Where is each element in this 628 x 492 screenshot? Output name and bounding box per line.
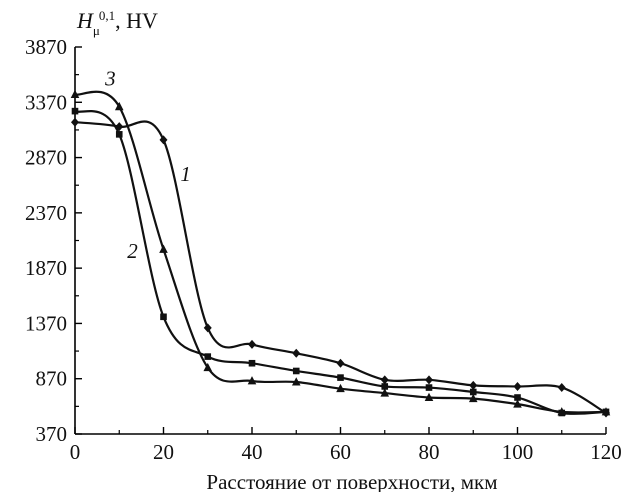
- series-3-point: [114, 101, 124, 111]
- y-axis-subscript: μ: [93, 23, 100, 38]
- series-2-point: [337, 374, 344, 381]
- series-2-point: [160, 313, 167, 321]
- series-1-point: [203, 323, 212, 333]
- series-3-point: [380, 388, 390, 397]
- series-3-line: [74, 90, 607, 414]
- x-tick-label: 40: [242, 440, 263, 464]
- series-3-point: [513, 399, 522, 408]
- y-tick-label: 370: [36, 422, 68, 446]
- x-tick-label: 120: [590, 440, 622, 464]
- y-tick-label: 870: [36, 367, 68, 391]
- y-tick-label: 3370: [25, 90, 67, 114]
- series-2-point: [469, 388, 477, 396]
- series-2-point: [115, 131, 123, 138]
- curve-label: 1: [180, 162, 191, 186]
- y-tick-label: 1870: [25, 256, 67, 280]
- series-1-point: [557, 383, 566, 393]
- y-tick-label: 3870: [25, 35, 67, 59]
- series-3-point: [70, 89, 80, 99]
- y-axis-symbol: H: [76, 8, 94, 33]
- series-1-point: [380, 375, 389, 385]
- x-tick-label: 20: [153, 440, 174, 464]
- series-2-point: [381, 383, 389, 390]
- series-3-point: [159, 244, 168, 253]
- x-axis-title: Расстояние от поверхности, мкм: [206, 470, 497, 492]
- series-1-point: [115, 122, 124, 132]
- y-tick-label: 2870: [25, 146, 67, 170]
- curve-label: 2: [127, 239, 138, 263]
- series-1-line: [74, 120, 607, 414]
- series-2-point: [514, 394, 521, 401]
- x-tick-label: 80: [419, 440, 440, 464]
- series-1-point: [159, 135, 168, 145]
- series-3-point: [203, 362, 213, 372]
- series-layer: [70, 89, 611, 418]
- series-1-point: [513, 381, 522, 391]
- x-tick-label: 60: [330, 440, 351, 464]
- labels-layer: 1 2 3: [104, 67, 191, 263]
- y-axis-superscript: 0,1: [99, 8, 115, 23]
- curve-label: 3: [104, 67, 116, 91]
- y-tick-label: 1370: [25, 311, 67, 335]
- series-1-point: [336, 358, 345, 368]
- series-1-point: [425, 375, 433, 385]
- series-2-point: [425, 384, 433, 391]
- x-tick-label: 100: [502, 440, 534, 464]
- x-tick-label: 0: [70, 440, 81, 464]
- series-2-point: [292, 367, 300, 375]
- y-tick-label: 2370: [25, 201, 67, 225]
- series-2-point: [248, 359, 256, 367]
- axes: 0 20 40 60 80 100 120 370 870 1370 1870 2370 2870 337…: [25, 35, 622, 464]
- series-3-point: [336, 383, 345, 393]
- series-1-point: [292, 348, 301, 358]
- series-1-point: [248, 339, 256, 349]
- series-2-line: [74, 110, 607, 415]
- series-3-point: [557, 407, 567, 416]
- series-1-point: [71, 117, 79, 127]
- series-3-point: [291, 377, 301, 386]
- series-3-point: [468, 393, 478, 403]
- y-axis-unit: , HV: [115, 8, 158, 33]
- series-2-point: [204, 353, 212, 360]
- series-3-point: [601, 407, 611, 416]
- series-3-point: [247, 376, 257, 385]
- series-2-point: [71, 107, 79, 115]
- series-3-point: [424, 392, 434, 402]
- series-1-point: [469, 380, 478, 390]
- y-axis-title: Hμ0,1, HV: [76, 8, 158, 38]
